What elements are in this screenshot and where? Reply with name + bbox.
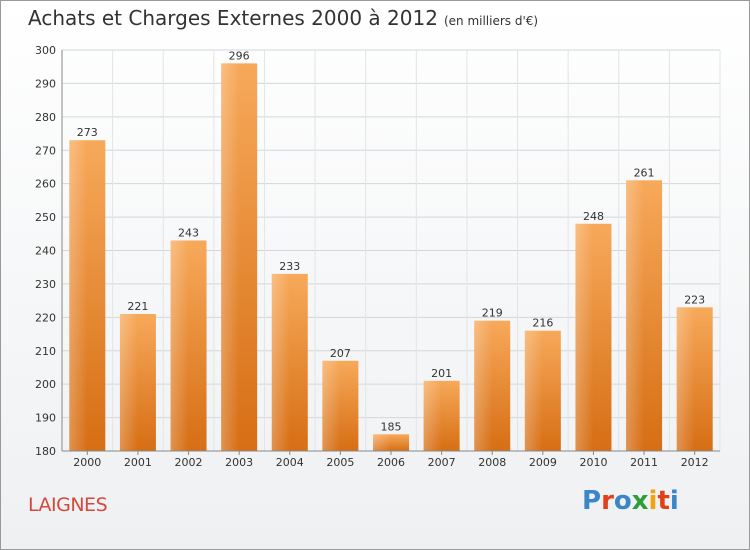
- y-tick-label: 290: [35, 77, 56, 90]
- bar-value-label: 219: [482, 307, 503, 320]
- bar-highlight: [676, 307, 695, 451]
- bar-highlight: [69, 140, 88, 451]
- bar-value-label: 261: [634, 166, 655, 179]
- y-tick-label: 300: [35, 44, 56, 57]
- bar-value-label: 233: [279, 260, 300, 273]
- bar-highlight: [271, 273, 290, 451]
- logo-letter: i: [669, 486, 679, 516]
- x-tick-label: 2011: [630, 456, 658, 469]
- y-tick-label: 230: [35, 278, 56, 291]
- bar-highlight: [322, 360, 341, 451]
- axis-layer: 180 190 200 210 220 230 240 250 260 270 280 290 300 2…: [35, 44, 720, 469]
- logo-letter: r: [601, 486, 614, 516]
- bar-value-label: 273: [77, 126, 98, 139]
- x-tick-label: 2007: [428, 456, 456, 469]
- y-tick-label: 190: [35, 412, 56, 425]
- logo-letter: x: [631, 486, 649, 516]
- logo-letter: o: [613, 486, 632, 516]
- bar-highlight: [423, 380, 442, 451]
- bar-highlight: [474, 320, 493, 451]
- x-tick-label: 2005: [326, 456, 354, 469]
- proxiti-logo: Proxiti: [582, 486, 679, 516]
- x-tick-label: 2003: [225, 456, 253, 469]
- bar-highlight: [119, 313, 138, 451]
- bar-layer: 273 221 243 296 233 207 185 201 219 216 248 261 223: [69, 49, 713, 451]
- bar-value-label: 201: [431, 367, 452, 380]
- x-tick-label: 2012: [681, 456, 709, 469]
- logo-letter: i: [648, 486, 658, 516]
- bar-value-label: 216: [532, 317, 553, 330]
- chart-title: Achats et Charges Externes 2000 à 2012 (e…: [28, 6, 538, 30]
- bar-highlight: [575, 223, 594, 451]
- x-tick-label: 2001: [124, 456, 152, 469]
- logo-letter: t: [657, 486, 670, 516]
- bar-value-label: 185: [381, 420, 402, 433]
- x-tick-label: 2000: [73, 456, 101, 469]
- grid-layer: [61, 49, 721, 452]
- x-tick-label: 2004: [276, 456, 304, 469]
- bar-highlight: [221, 63, 240, 451]
- bar-highlight: [524, 330, 543, 451]
- bar-highlight: [626, 180, 645, 451]
- y-tick-label: 260: [35, 178, 56, 191]
- y-tick-label: 270: [35, 144, 56, 157]
- x-tick-label: 2009: [529, 456, 557, 469]
- y-tick-label: 200: [35, 378, 56, 391]
- y-tick-label: 180: [35, 445, 56, 458]
- x-tick-label: 2006: [377, 456, 405, 469]
- bar-value-label: 296: [229, 49, 250, 62]
- chart-unit: (en milliers d'€): [443, 14, 539, 28]
- bar-value-label: 207: [330, 347, 351, 360]
- bar-highlight: [373, 434, 391, 451]
- y-tick-label: 240: [35, 245, 56, 258]
- location-label: LAIGNES: [28, 494, 108, 516]
- logo-letter: P: [582, 486, 602, 516]
- y-tick-label: 250: [35, 211, 56, 224]
- y-tick-label: 220: [35, 311, 56, 324]
- x-tick-label: 2002: [175, 456, 203, 469]
- y-tick-label: 210: [35, 345, 56, 358]
- bar-value-label: 221: [127, 300, 148, 313]
- bar-value-label: 248: [583, 210, 604, 223]
- bar-value-label: 243: [178, 226, 199, 239]
- bar-highlight: [170, 240, 189, 451]
- chart-title-text: Achats et Charges Externes 2000 à 2012: [28, 6, 438, 30]
- x-tick-label: 2008: [478, 456, 506, 469]
- x-tick-label: 2010: [579, 456, 607, 469]
- bar-value-label: 223: [684, 293, 705, 306]
- y-tick-label: 280: [35, 111, 56, 124]
